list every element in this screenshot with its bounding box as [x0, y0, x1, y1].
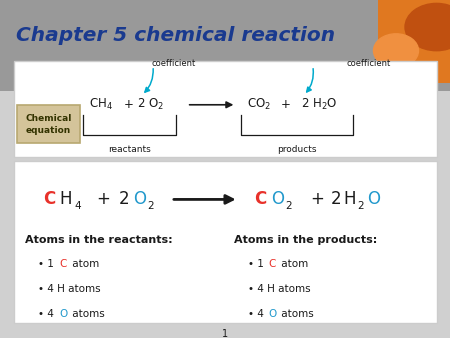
Text: • 4 H atoms: • 4 H atoms	[248, 284, 310, 294]
Text: • 1: • 1	[248, 259, 266, 269]
Text: 2 O$_2$: 2 O$_2$	[137, 97, 164, 112]
Text: coefficient: coefficient	[347, 59, 391, 68]
Text: O: O	[268, 309, 276, 319]
Text: +: +	[281, 98, 291, 111]
Text: 4: 4	[74, 201, 81, 211]
Bar	[378, 0, 450, 83]
Circle shape	[405, 3, 450, 51]
Bar	[0, 91, 450, 338]
Text: H: H	[60, 190, 72, 209]
Text: Atoms in the products:: Atoms in the products:	[234, 235, 377, 245]
Text: • 4: • 4	[248, 309, 266, 319]
Text: atom: atom	[69, 259, 99, 269]
FancyBboxPatch shape	[17, 105, 80, 143]
Text: atoms: atoms	[278, 309, 314, 319]
Text: 2 H$_2$O: 2 H$_2$O	[302, 97, 338, 112]
Text: 2: 2	[358, 201, 364, 211]
Text: CO$_2$: CO$_2$	[247, 97, 271, 112]
Text: reactants: reactants	[108, 145, 151, 154]
Text: atom: atom	[278, 259, 308, 269]
Text: 2: 2	[119, 190, 130, 209]
Text: 2: 2	[147, 201, 154, 211]
Text: H: H	[343, 190, 356, 209]
Text: C: C	[268, 259, 275, 269]
Text: 1: 1	[222, 329, 228, 338]
Text: Atoms in the reactants:: Atoms in the reactants:	[25, 235, 172, 245]
FancyBboxPatch shape	[14, 61, 436, 157]
Text: • 4: • 4	[38, 309, 58, 319]
Text: +: +	[97, 190, 110, 209]
Text: CH$_4$: CH$_4$	[89, 97, 113, 112]
Circle shape	[374, 34, 419, 68]
Text: C: C	[43, 190, 55, 209]
Text: • 1: • 1	[38, 259, 58, 269]
Text: atoms: atoms	[69, 309, 104, 319]
Bar	[0, 0, 450, 91]
Text: O: O	[367, 190, 380, 209]
Text: • 4 H atoms: • 4 H atoms	[38, 284, 101, 294]
Text: O: O	[59, 309, 67, 319]
Text: +: +	[310, 190, 324, 209]
Text: Chapter 5 chemical reaction: Chapter 5 chemical reaction	[16, 26, 335, 45]
FancyBboxPatch shape	[14, 161, 436, 323]
Text: products: products	[277, 145, 317, 154]
Text: 2: 2	[331, 190, 342, 209]
Text: Chemical
equation: Chemical equation	[25, 114, 72, 135]
Text: O: O	[271, 190, 284, 209]
Text: C: C	[254, 190, 266, 209]
Text: coefficient: coefficient	[151, 59, 195, 68]
Text: +: +	[123, 98, 133, 111]
Text: 2: 2	[286, 201, 292, 211]
Text: C: C	[59, 259, 66, 269]
Text: O: O	[133, 190, 146, 209]
